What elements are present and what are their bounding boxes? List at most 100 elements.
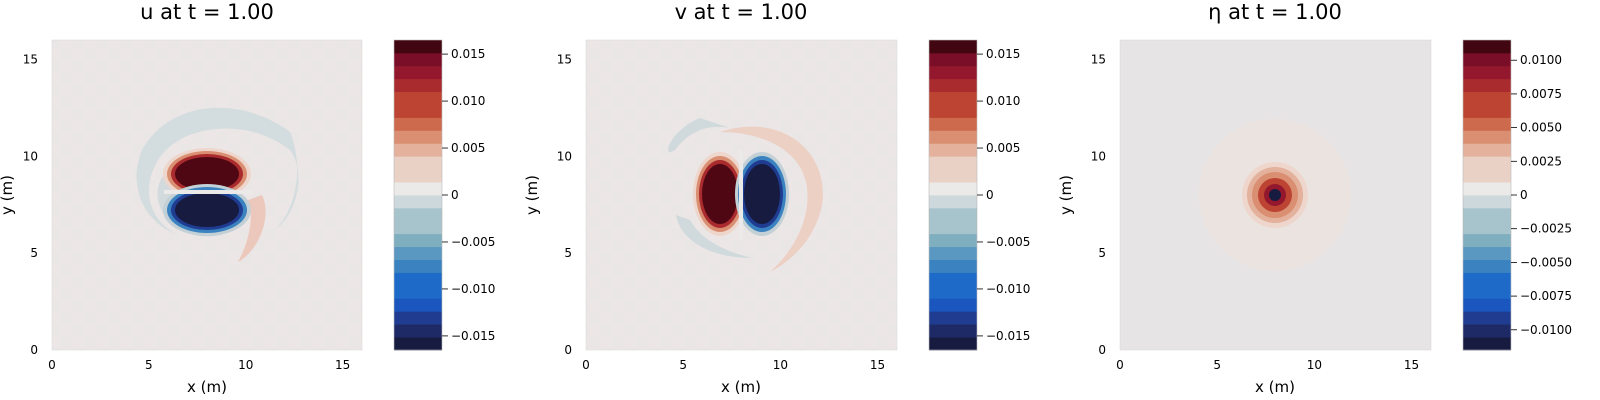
colorbar-level <box>394 324 442 338</box>
colorbar-level <box>394 182 442 196</box>
colorbar-level <box>929 78 977 93</box>
y-tick-label: 5 <box>30 246 38 260</box>
colorbar-level <box>394 195 442 209</box>
colorbar-level <box>929 233 977 248</box>
colorbar-tick-label: 0.010 <box>451 94 485 108</box>
colorbar-level <box>394 220 442 235</box>
colorbar-level <box>929 285 977 299</box>
colorbar-level <box>929 220 977 235</box>
colorbar-level <box>1463 285 1511 299</box>
colorbar-tick-label: 0.0075 <box>1520 87 1562 101</box>
colorbar-level <box>1463 182 1511 196</box>
colorbar-level <box>929 156 977 170</box>
y-tick-label: 10 <box>1091 149 1106 163</box>
colorbar-level <box>394 169 442 183</box>
colorbar-level <box>929 91 977 105</box>
y-ticks: 0 5 10 15 <box>1091 52 1106 357</box>
colorbar-level <box>394 272 442 286</box>
x-tick-label: 15 <box>335 358 350 372</box>
colorbar-level <box>1463 337 1511 351</box>
colorbar-level <box>929 272 977 286</box>
y-axis-label: y (m) <box>1057 175 1075 215</box>
colorbar-level <box>1463 40 1511 54</box>
y-tick-label: 15 <box>1091 52 1106 66</box>
colorbar-level <box>1463 195 1511 209</box>
y-tick-label: 10 <box>557 149 572 163</box>
chart-title: v at t = 1.00 <box>675 0 808 24</box>
colorbar-tick-label: 0.0025 <box>1520 154 1562 168</box>
colorbar-level <box>1463 104 1511 118</box>
colorbar-tick-label: −0.005 <box>986 235 1030 249</box>
colorbar-tick-label: −0.0050 <box>1520 255 1572 269</box>
colorbar-level <box>394 337 442 351</box>
colorbar-level <box>929 169 977 183</box>
colorbar-level <box>394 207 442 222</box>
colorbar-level <box>1463 143 1511 157</box>
colorbar-level <box>394 143 442 157</box>
x-tick-label: 10 <box>773 358 788 372</box>
colorbar-tick-label: 0.005 <box>986 141 1020 155</box>
colorbar-level <box>394 246 442 260</box>
y-tick-label: 5 <box>1098 246 1106 260</box>
colorbar-level <box>1463 298 1511 312</box>
y-tick-label: 0 <box>30 343 38 357</box>
colorbar-level <box>394 311 442 325</box>
colorbar-level <box>929 143 977 157</box>
colorbar-level <box>394 40 442 54</box>
colorbar-level <box>929 298 977 312</box>
y-axis-label: y (m) <box>523 175 541 215</box>
colorbar-level <box>394 65 442 80</box>
colorbar-tick-label: 0.0100 <box>1520 53 1562 67</box>
x-axis-label: x (m) <box>187 378 227 396</box>
colorbar-level <box>394 78 442 93</box>
colorbar-level <box>394 259 442 273</box>
colorbar-tick-label: −0.0100 <box>1520 323 1572 337</box>
colorbar-level <box>1463 246 1511 260</box>
colorbar-level <box>394 104 442 118</box>
colorbar-tick-label: 0.015 <box>451 47 485 61</box>
colorbar-level <box>929 246 977 260</box>
x-tick-label: 5 <box>1213 358 1221 372</box>
x-tick-label: 10 <box>1307 358 1322 372</box>
colorbar-tick-label: −0.015 <box>451 329 495 343</box>
colorbar: 0.015 0.010 0.005 0 −0.005 −0.010 −0.015 <box>393 39 495 351</box>
x-axis-label: x (m) <box>721 378 761 396</box>
x-ticks: 0 5 10 15 <box>582 358 885 372</box>
x-ticks: 0 5 10 15 <box>48 358 350 372</box>
heatmap-eta <box>1120 40 1431 350</box>
y-ticks: 0 5 10 15 <box>23 52 38 357</box>
colorbar-level <box>929 195 977 209</box>
y-tick-label: 0 <box>1098 343 1106 357</box>
colorbar-level <box>394 233 442 248</box>
chart-title: η at t = 1.00 <box>1208 0 1342 24</box>
colorbar-level <box>929 311 977 325</box>
colorbar-level <box>1463 156 1511 170</box>
colorbar-level <box>929 104 977 118</box>
x-axis-label: x (m) <box>1255 378 1295 396</box>
colorbar-level <box>929 259 977 273</box>
colorbar-level <box>394 130 442 144</box>
colorbar-tick-label: 0.010 <box>986 94 1020 108</box>
colorbar-level <box>1463 220 1511 235</box>
colorbar-level <box>929 130 977 144</box>
colorbar-level <box>1463 233 1511 248</box>
colorbar-level <box>1463 272 1511 286</box>
colorbar-tick-label: 0 <box>986 188 994 202</box>
colorbar-tick-label: −0.0075 <box>1520 289 1572 303</box>
colorbar-level <box>394 52 442 67</box>
x-tick-label: 5 <box>145 358 153 372</box>
colorbar-level <box>929 182 977 196</box>
colorbar-level <box>394 91 442 105</box>
colorbar-level <box>1463 65 1511 80</box>
x-tick-label: 15 <box>1404 358 1419 372</box>
colorbar-tick-label: 0 <box>1520 188 1528 202</box>
colorbar-level <box>1463 324 1511 338</box>
colorbar-tick-label: 0.015 <box>986 47 1020 61</box>
y-tick-label: 15 <box>557 52 572 66</box>
y-ticks: 0 5 10 15 <box>557 52 572 357</box>
colorbar-tick-label: 0 <box>451 188 459 202</box>
colorbar-tick-label: 0.0050 <box>1520 121 1562 135</box>
colorbar-level <box>1463 169 1511 183</box>
colorbar-tick-label: −0.015 <box>986 329 1030 343</box>
